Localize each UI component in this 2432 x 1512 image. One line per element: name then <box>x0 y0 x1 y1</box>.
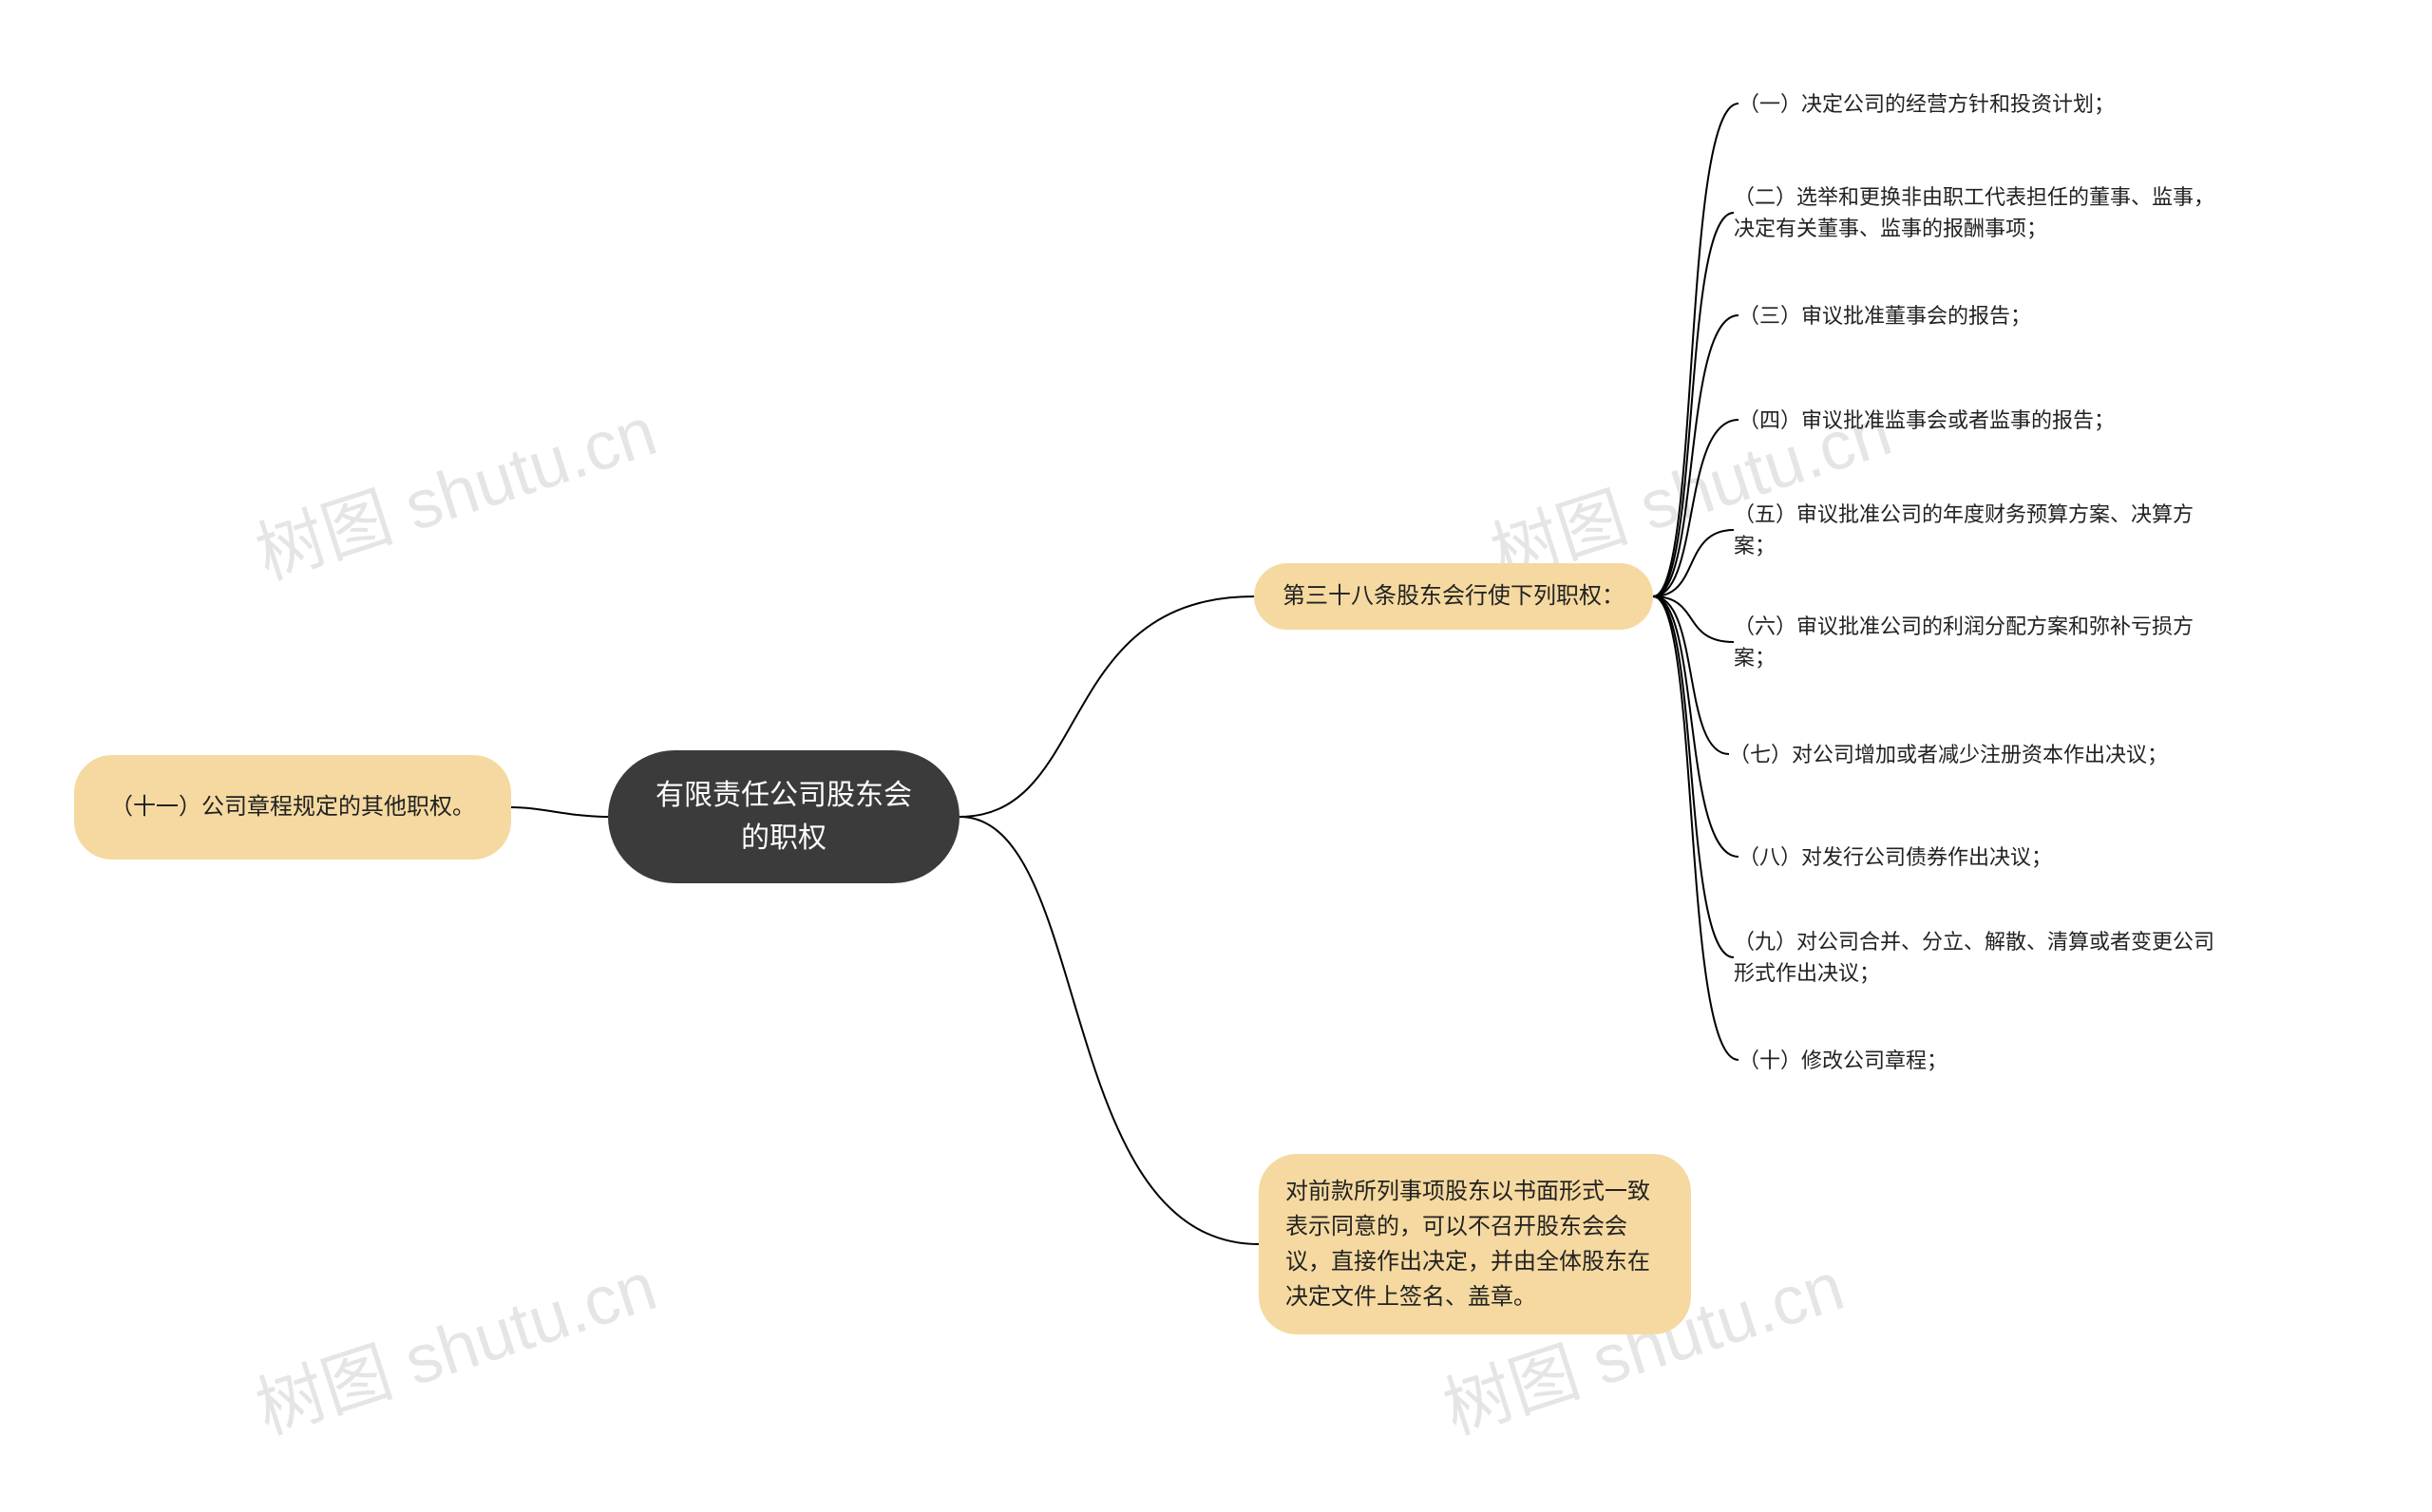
leaf-label: （九）对公司合并、分立、解散、清算或者变更公司形式作出决议； <box>1734 926 2228 989</box>
leaf-item-9[interactable]: （九）对公司合并、分立、解散、清算或者变更公司形式作出决议； <box>1734 923 2228 992</box>
leaf-item-6[interactable]: （六）审议批准公司的利润分配方案和弥补亏损方案； <box>1734 608 2228 676</box>
leaf-item-2[interactable]: （二）选举和更换非由职工代表担任的董事、监事，决定有关董事、监事的报酬事项； <box>1734 179 2228 247</box>
leaf-item-8[interactable]: （八）对发行公司债券作出决议； <box>1738 834 2214 879</box>
leaf-label: （二）选举和更换非由职工代表担任的董事、监事，决定有关董事、监事的报酬事项； <box>1734 181 2228 244</box>
root-label: 有限责任公司股东会的职权 <box>646 774 922 860</box>
leaf-label: （七）对公司增加或者减少注册资本作出决议； <box>1729 739 2168 770</box>
leaf-item-4[interactable]: （四）审议批准监事会或者监事的报告； <box>1738 397 2214 443</box>
watermark: 树图 shutu.cn <box>241 1230 666 1453</box>
branch-article38[interactable]: 第三十八条股东会行使下列职权： <box>1254 563 1653 630</box>
leaf-item-7[interactable]: （七）对公司增加或者减少注册资本作出决议； <box>1729 720 2232 788</box>
branch-agreement-label: 对前款所列事项股东以书面形式一致表示同意的，可以不召开股东会会议，直接作出决定，… <box>1285 1174 1664 1315</box>
leaf-label: （五）审议批准公司的年度财务预算方案、决算方案； <box>1734 499 2228 561</box>
mindmap-canvas: 树图 shutu.cn 树图 shutu.cn 树图 shutu.cn 树图 s… <box>0 0 2432 1512</box>
leaf-item-1[interactable]: （一）决定公司的经营方针和投资计划； <box>1738 81 2214 126</box>
leaf-label: （六）审议批准公司的利润分配方案和弥补亏损方案； <box>1734 611 2228 673</box>
leaf-item-3[interactable]: （三）审议批准董事会的报告； <box>1738 293 2214 338</box>
leaf-item-5[interactable]: （五）审议批准公司的年度财务预算方案、决算方案； <box>1734 496 2228 564</box>
branch-left[interactable]: （十一）公司章程规定的其他职权。 <box>74 755 511 860</box>
leaf-label: （十）修改公司章程； <box>1738 1045 1948 1076</box>
leaf-label: （一）决定公司的经营方针和投资计划； <box>1738 88 2115 120</box>
leaf-label: （四）审议批准监事会或者监事的报告； <box>1738 405 2115 436</box>
leaf-label: （三）审议批准董事会的报告； <box>1738 300 2031 331</box>
root-node[interactable]: 有限责任公司股东会的职权 <box>608 750 960 883</box>
branch-agreement[interactable]: 对前款所列事项股东以书面形式一致表示同意的，可以不召开股东会会议，直接作出决定，… <box>1259 1154 1691 1334</box>
leaf-item-10[interactable]: （十）修改公司章程； <box>1738 1037 2118 1083</box>
watermark: 树图 shutu.cn <box>241 375 666 598</box>
branch-article38-label: 第三十八条股东会行使下列职权： <box>1282 578 1624 614</box>
leaf-label: （八）对发行公司债券作出决议； <box>1738 841 2052 873</box>
branch-left-label: （十一）公司章程规定的其他职权。 <box>110 789 475 824</box>
